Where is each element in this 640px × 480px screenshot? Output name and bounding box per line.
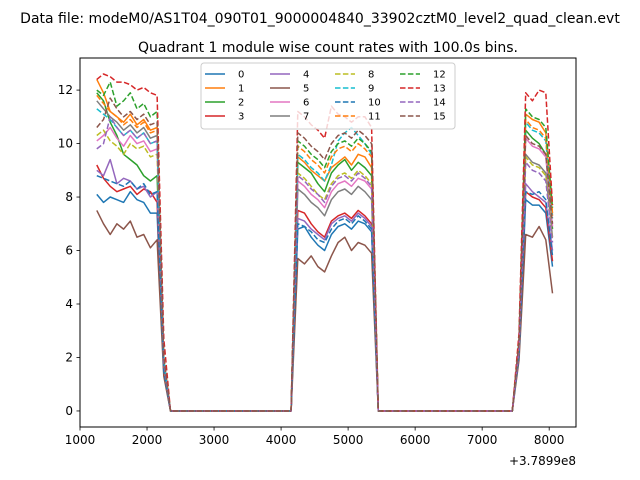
y-tick-label: 12: [58, 83, 73, 97]
plot-area: 1000 2000 3000 4000 5000 6000 7000 8000 0246810…: [58, 57, 577, 468]
series-line-15: [96, 97, 554, 412]
y-tick-label: 4: [65, 297, 73, 311]
legend-label-12: 12: [433, 70, 446, 81]
x-offset-label: +3.7899e8: [509, 454, 576, 468]
y-tick-label: 0: [65, 404, 73, 418]
legend-label-1: 1: [238, 84, 244, 95]
legend-label-8: 8: [368, 70, 374, 81]
x-tick-label: 8000: [534, 433, 565, 447]
legend-label-3: 3: [238, 112, 244, 123]
legend-label-5: 5: [303, 84, 309, 95]
legend-label-7: 7: [303, 112, 309, 123]
legend-label-13: 13: [433, 84, 446, 95]
suptitle: Data file: modeM0/AS1T04_090T01_90000048…: [20, 11, 620, 27]
x-tick-label: 2000: [132, 433, 163, 447]
legend-label-11: 11: [368, 112, 381, 123]
y-tick-label: 8: [65, 190, 73, 204]
legend-label-14: 14: [433, 98, 446, 109]
x-tick-label: 5000: [333, 433, 364, 447]
legend-label-6: 6: [303, 98, 309, 109]
x-tick-label: 6000: [400, 433, 431, 447]
legend-frame: [200, 62, 456, 130]
legend-label-2: 2: [238, 98, 244, 109]
axes-frame: [79, 57, 577, 428]
x-tick-label: 3000: [199, 433, 230, 447]
series-layer: [96, 73, 554, 412]
x-tick-label: 1000: [65, 433, 96, 447]
legend-label-10: 10: [368, 98, 381, 109]
legend-label-15: 15: [433, 112, 446, 123]
y-tick-label: 2: [65, 350, 73, 364]
series-line-14: [96, 116, 554, 412]
legend-label-4: 4: [303, 70, 309, 81]
chart-title: Quadrant 1 module wise count rates with …: [138, 40, 518, 56]
y-tick-label: 6: [65, 244, 73, 258]
y-axis: 0 2 4 6 8 10 12: [58, 83, 80, 418]
x-axis: 1000 2000 3000 4000 5000 6000 7000 8000: [65, 427, 565, 447]
x-tick-label: 7000: [467, 433, 498, 447]
legend-label-9: 9: [368, 84, 374, 95]
x-tick-label: 4000: [266, 433, 297, 447]
y-tick-label: 10: [58, 137, 73, 151]
legend-label-0: 0: [238, 70, 244, 81]
